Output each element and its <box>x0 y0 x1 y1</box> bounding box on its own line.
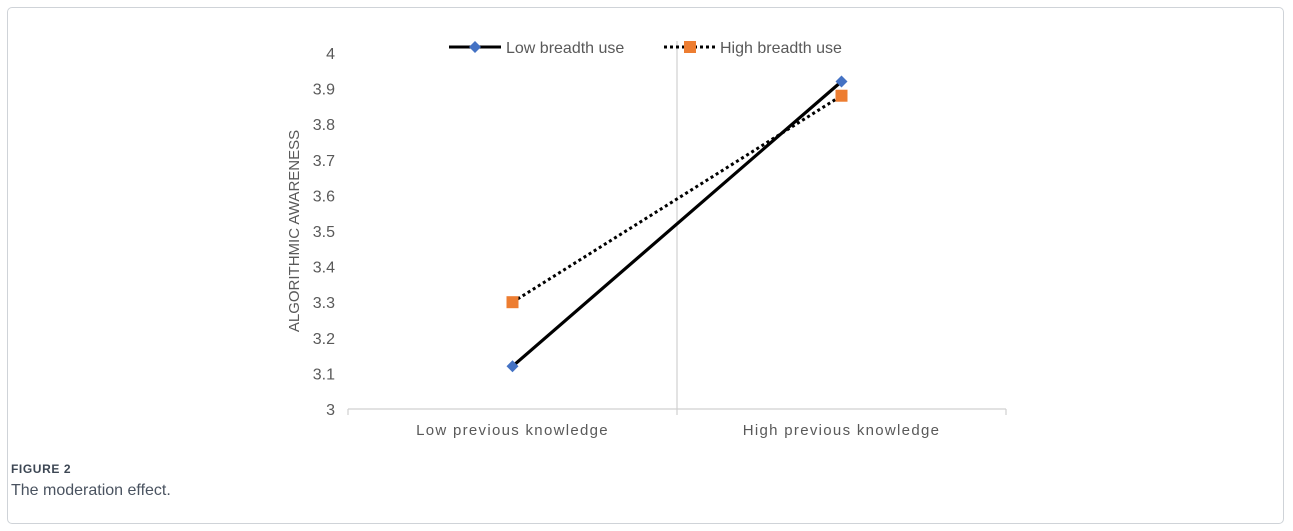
data-point-marker <box>507 296 519 308</box>
y-tick-label: 3.6 <box>313 188 335 205</box>
figure-caption-text: The moderation effect. <box>11 482 171 500</box>
legend: Low breadth use High breadth use <box>449 40 842 57</box>
y-tick-label: 3.9 <box>313 82 335 99</box>
y-axis-title: ALGORITHMIC AWARENESS <box>286 130 303 332</box>
y-tick-label: 3.3 <box>313 295 335 312</box>
y-tick-label: 3 <box>326 402 335 419</box>
plot-area: 3 3.1 3.2 3.3 3.4 3.5 3.6 3.7 3.8 3.9 4 Low previou… <box>313 41 1006 439</box>
legend-label: High breadth use <box>720 40 842 57</box>
y-tick-label: 3.7 <box>313 153 335 170</box>
y-tick-label: 3.5 <box>313 224 335 241</box>
legend-marker <box>684 41 696 53</box>
y-tick-label: 4 <box>326 46 335 63</box>
x-category-label: High previous knowledge <box>743 422 941 439</box>
y-tick-label: 3.1 <box>313 366 335 383</box>
y-tick-label: 3.8 <box>313 117 335 134</box>
chart: 3 3.1 3.2 3.3 3.4 3.5 3.6 3.7 3.8 3.9 4 Low previou… <box>0 0 1293 460</box>
legend-marker <box>469 41 481 53</box>
data-point-marker <box>836 90 848 102</box>
y-tick-label: 3.4 <box>313 260 335 277</box>
figure-caption: FIGURE 2 The moderation effect. <box>11 462 171 500</box>
y-tick-label: 3.2 <box>313 331 335 348</box>
legend-label: Low breadth use <box>506 40 624 57</box>
x-category-label: Low previous knowledge <box>416 422 609 439</box>
figure-label: FIGURE 2 <box>11 462 171 476</box>
